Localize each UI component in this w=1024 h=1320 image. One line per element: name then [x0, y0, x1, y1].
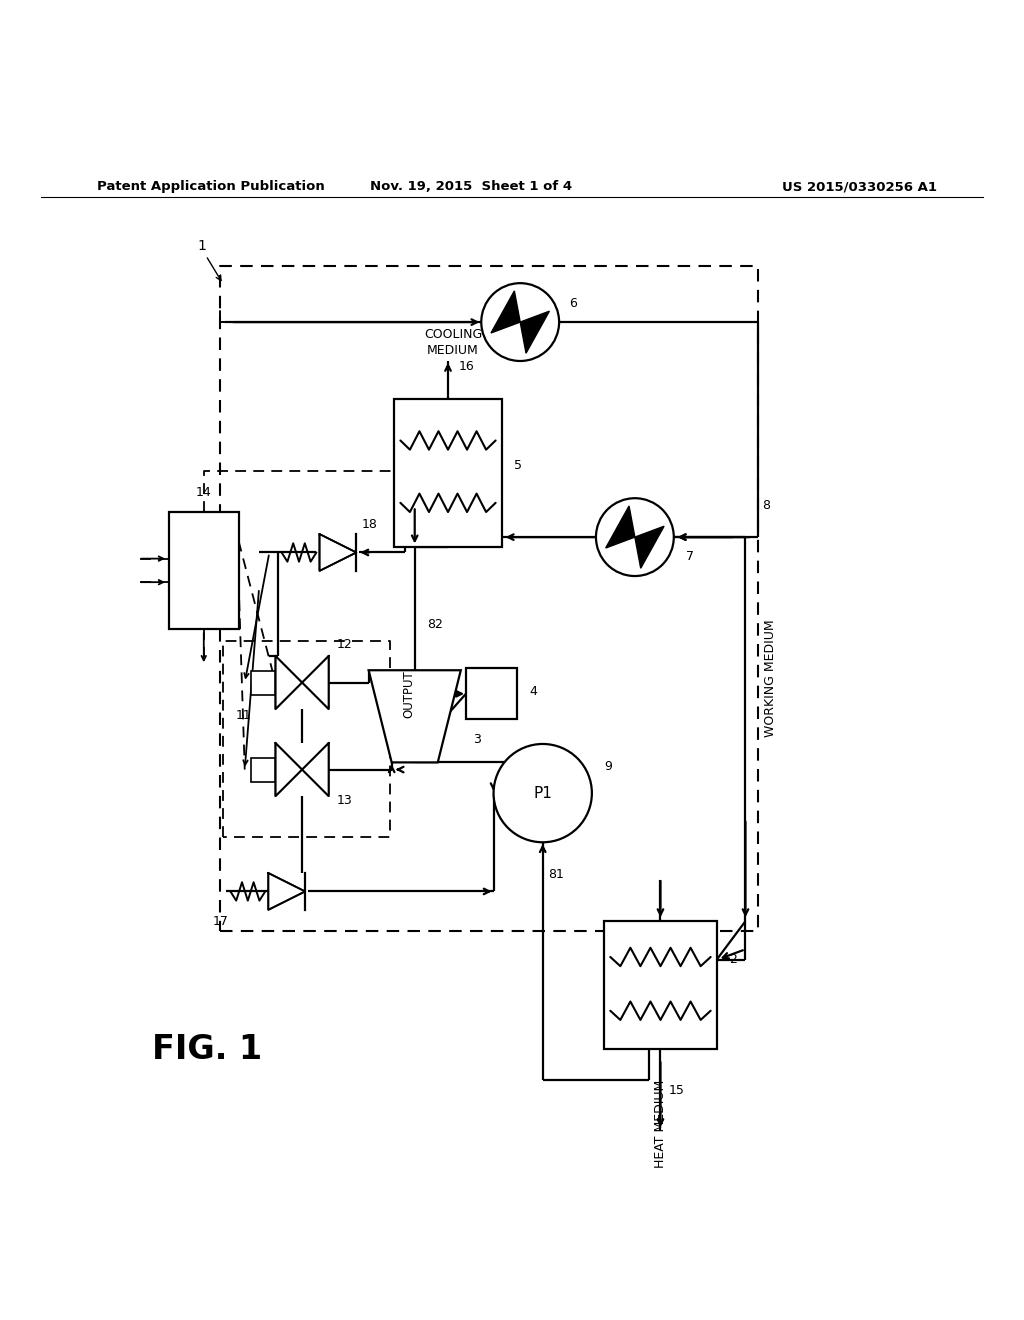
Polygon shape: [319, 535, 356, 572]
Text: 5: 5: [514, 459, 522, 473]
Text: 12: 12: [337, 638, 352, 651]
Text: 9: 9: [604, 760, 612, 774]
Text: 13: 13: [337, 795, 352, 807]
Circle shape: [481, 284, 559, 360]
Polygon shape: [635, 527, 664, 568]
Circle shape: [494, 744, 592, 842]
Text: 8: 8: [762, 499, 770, 512]
Polygon shape: [606, 506, 635, 548]
Text: 14: 14: [196, 486, 212, 499]
Polygon shape: [302, 656, 329, 709]
Bar: [466, 668, 517, 719]
Text: 11: 11: [236, 709, 251, 722]
Polygon shape: [302, 743, 329, 796]
Text: HEAT MEDIUM: HEAT MEDIUM: [654, 1080, 667, 1168]
Polygon shape: [275, 656, 302, 709]
Polygon shape: [275, 743, 302, 796]
Bar: [394, 399, 502, 548]
Circle shape: [596, 498, 674, 576]
Text: 4: 4: [529, 685, 538, 698]
Text: 81: 81: [548, 867, 564, 880]
Text: 18: 18: [361, 517, 378, 531]
Text: 7: 7: [686, 550, 694, 564]
Bar: [604, 921, 717, 1049]
Text: 6: 6: [569, 297, 578, 310]
Text: 3: 3: [473, 733, 481, 746]
Text: 17: 17: [213, 915, 229, 928]
Text: P1: P1: [534, 785, 552, 801]
Text: 16: 16: [459, 359, 474, 372]
Text: 15: 15: [669, 1084, 685, 1097]
Text: US 2015/0330256 A1: US 2015/0330256 A1: [782, 181, 937, 194]
Text: 82: 82: [427, 618, 443, 631]
Polygon shape: [268, 873, 305, 909]
Polygon shape: [520, 312, 549, 354]
Text: OUTPUT: OUTPUT: [402, 671, 416, 718]
Text: Nov. 19, 2015  Sheet 1 of 4: Nov. 19, 2015 Sheet 1 of 4: [370, 181, 572, 194]
Bar: [252, 758, 275, 781]
Text: 1: 1: [198, 239, 206, 253]
Bar: [252, 671, 275, 694]
Text: Patent Application Publication: Patent Application Publication: [97, 181, 325, 194]
Text: COOLING
MEDIUM: COOLING MEDIUM: [424, 329, 482, 356]
Text: WORKING MEDIUM: WORKING MEDIUM: [764, 619, 777, 737]
Polygon shape: [369, 671, 461, 763]
Bar: [169, 512, 239, 630]
Text: 2: 2: [729, 953, 737, 966]
Polygon shape: [492, 290, 520, 333]
Text: FIG. 1: FIG. 1: [152, 1032, 262, 1065]
